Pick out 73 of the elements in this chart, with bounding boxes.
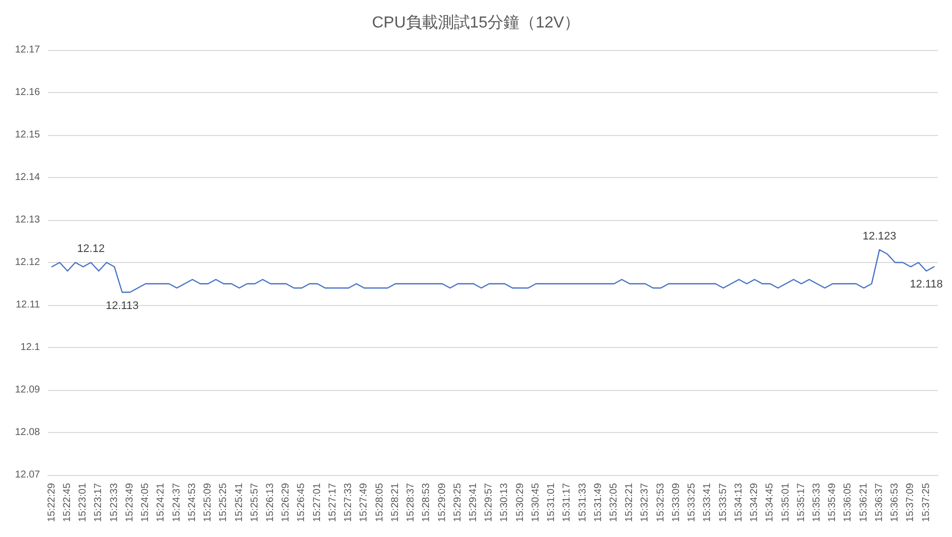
x-tick-label: 15:28:21 [390, 482, 401, 522]
x-tick-label: 15:34:45 [764, 482, 776, 522]
y-tick-label: 12.17 [14, 44, 40, 56]
y-tick-label: 12.12 [14, 257, 40, 268]
x-tick-label: 15:37:25 [920, 482, 932, 522]
x-tick-label: 15:25:25 [218, 482, 230, 522]
x-tick-label: 15:30:45 [530, 482, 542, 522]
x-tick-label: 15:28:05 [374, 482, 386, 522]
x-tick-label: 15:31:49 [592, 482, 604, 522]
x-tick-label: 15:28:53 [421, 482, 432, 522]
x-tick-label: 15:31:01 [546, 482, 558, 522]
y-tick-label: 12.15 [14, 130, 40, 140]
x-tick-label: 15:27:33 [343, 482, 354, 522]
x-tick-label: 15:30:13 [499, 482, 510, 522]
x-tick-label: 15:33:09 [670, 482, 682, 522]
y-tick-label: 12.1 [20, 342, 40, 353]
x-tick-label: 15:35:33 [811, 482, 822, 522]
data-label: 12.12 [77, 243, 105, 255]
x-tick-label: 15:29:25 [452, 482, 464, 522]
x-tick-label: 15:36:21 [858, 482, 870, 522]
x-tick-label: 15:26:45 [296, 482, 308, 522]
y-tick-label: 12.09 [14, 384, 40, 396]
x-tick-label: 15:28:37 [406, 482, 417, 522]
x-tick-label: 15:29:41 [468, 482, 479, 522]
x-tick-label: 15:33:25 [686, 482, 698, 522]
x-tick-label: 15:31:17 [562, 482, 573, 522]
data-label: 12.113 [106, 300, 139, 312]
x-tick-label: 15:32:37 [640, 482, 651, 522]
x-tick-label: 15:27:49 [358, 482, 370, 522]
x-tick-label: 15:26:29 [280, 482, 292, 522]
x-tick-label: 15:22:45 [62, 482, 74, 522]
data-label: 12.123 [862, 230, 896, 242]
x-tick-label: 15:26:13 [265, 482, 276, 522]
x-tick-label: 15:24:53 [186, 482, 198, 522]
x-tick-label: 15:29:09 [436, 482, 448, 522]
x-tick-label: 15:32:05 [608, 482, 620, 522]
x-tick-label: 15:25:57 [249, 482, 260, 522]
y-tick-label: 12.11 [16, 300, 40, 310]
x-tick-label: 15:24:05 [140, 482, 152, 522]
x-tick-label: 15:36:05 [842, 482, 854, 522]
y-tick-label: 12.14 [14, 172, 40, 183]
x-tick-label: 15:32:21 [624, 482, 636, 522]
x-tick-label: 15:33:41 [702, 482, 714, 522]
x-tick-label: 15:24:37 [171, 482, 182, 522]
y-tick-label: 12.08 [14, 427, 40, 438]
x-tick-label: 15:34:13 [733, 482, 744, 522]
x-tick-label: 15:25:09 [202, 482, 214, 522]
x-tick-label: 15:23:33 [108, 482, 120, 522]
x-tick-label: 15:24:21 [156, 482, 167, 522]
x-tick-label: 15:23:49 [124, 482, 136, 522]
x-tick-label: 15:32:53 [655, 482, 666, 522]
x-tick-label: 15:25:41 [234, 482, 245, 522]
x-tick-label: 15:36:53 [890, 482, 901, 522]
x-tick-label: 15:35:17 [796, 482, 807, 522]
x-tick-label: 15:29:57 [484, 482, 495, 522]
x-tick-label: 15:23:17 [93, 482, 104, 522]
chart-title: CPU負載測試15分鐘（12V） [372, 14, 580, 32]
x-tick-label: 15:27:01 [312, 482, 323, 522]
y-tick-label: 12.07 [14, 470, 40, 480]
x-tick-label: 15:34:29 [749, 482, 760, 522]
x-tick-label: 15:35:49 [827, 482, 838, 522]
x-tick-label: 15:33:57 [718, 482, 729, 522]
x-tick-label: 15:22:29 [46, 482, 58, 522]
x-tick-label: 15:27:17 [327, 482, 338, 522]
x-tick-label: 15:30:29 [514, 482, 526, 522]
x-tick-label: 15:35:01 [780, 482, 792, 522]
y-tick-label: 12.13 [14, 214, 40, 226]
x-tick-label: 15:31:33 [577, 482, 588, 522]
data-label: 12.118 [910, 278, 943, 290]
y-tick-label: 12.16 [14, 87, 40, 98]
x-tick-label: 15:37:09 [905, 482, 916, 522]
x-tick-label: 15:23:01 [78, 482, 89, 522]
x-tick-label: 15:36:37 [874, 482, 885, 522]
